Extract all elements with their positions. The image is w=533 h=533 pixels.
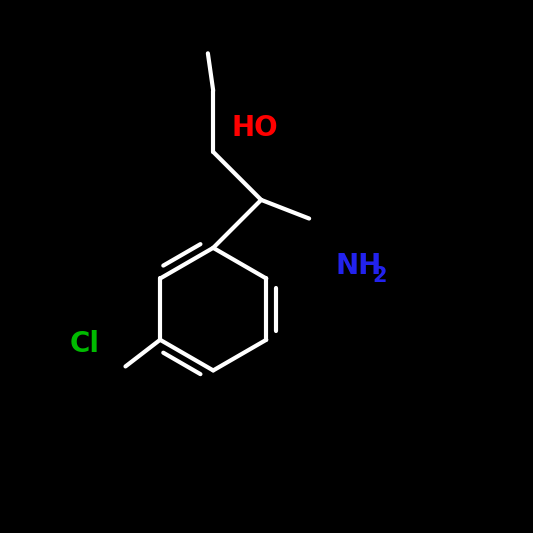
Text: 2: 2 — [372, 266, 386, 286]
Text: NH: NH — [336, 253, 382, 280]
Text: HO: HO — [232, 114, 278, 142]
Text: Cl: Cl — [69, 330, 99, 358]
